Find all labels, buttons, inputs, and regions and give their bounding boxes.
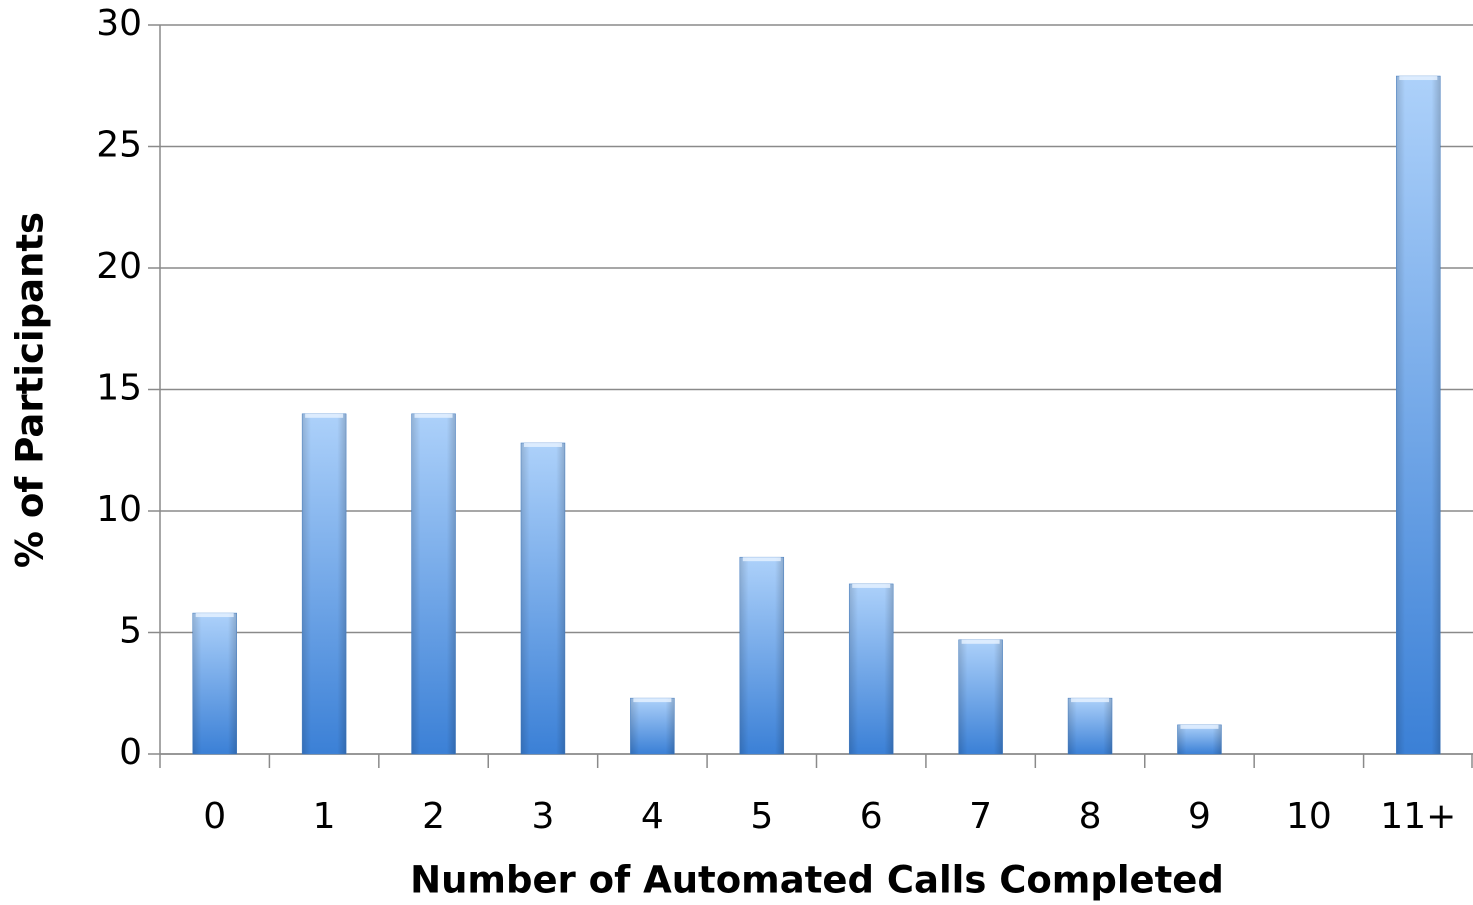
x-tick-label: 3 (532, 796, 555, 837)
x-tick-label: 8 (1079, 796, 1102, 837)
x-tick-label: 0 (203, 796, 226, 837)
bar-highlight (961, 639, 1000, 644)
x-tick-label: 9 (1188, 796, 1211, 837)
bar-shade (630, 698, 675, 754)
bar-highlight (414, 413, 453, 418)
y-tick-label: 5 (119, 611, 142, 652)
y-axis-title: % of Participants (9, 212, 52, 568)
y-tick-label: 15 (96, 368, 142, 409)
bar-shade (520, 442, 565, 754)
bar-highlight (742, 557, 781, 562)
bar-shade (1177, 724, 1222, 754)
bar-highlight (633, 698, 672, 703)
bar-highlight (852, 583, 891, 588)
y-tick-label: 10 (96, 489, 142, 530)
x-axis-title: Number of Automated Calls Completed (410, 859, 1224, 902)
y-tick-label: 20 (96, 246, 142, 287)
bar-highlight (1180, 724, 1219, 729)
y-tick-label: 30 (96, 3, 142, 44)
bar-highlight (1071, 698, 1110, 703)
y-tick-label: 0 (119, 732, 142, 773)
bar-highlight (305, 413, 344, 418)
bar-shade (1396, 76, 1441, 754)
bar-shade (1068, 698, 1113, 754)
x-tick-label: 7 (969, 796, 992, 837)
bar-shade (739, 557, 784, 754)
bar-shade (192, 613, 237, 754)
bar-shade (958, 639, 1003, 754)
x-tick-label: 4 (641, 796, 664, 837)
x-tick-label: 2 (422, 796, 445, 837)
x-tick-label: 5 (750, 796, 773, 837)
bar-highlight (523, 442, 562, 447)
x-tick-label: 10 (1286, 796, 1332, 837)
x-tick-label: 11+ (1380, 796, 1456, 837)
x-tick-label: 6 (860, 796, 883, 837)
bar-highlight (195, 613, 234, 618)
bar-highlight (1399, 76, 1438, 81)
y-tick-label: 25 (96, 125, 142, 166)
bar-shade (849, 583, 894, 754)
bar-shade (302, 413, 347, 754)
x-tick-label: 1 (313, 796, 336, 837)
bar-shade (411, 413, 456, 754)
